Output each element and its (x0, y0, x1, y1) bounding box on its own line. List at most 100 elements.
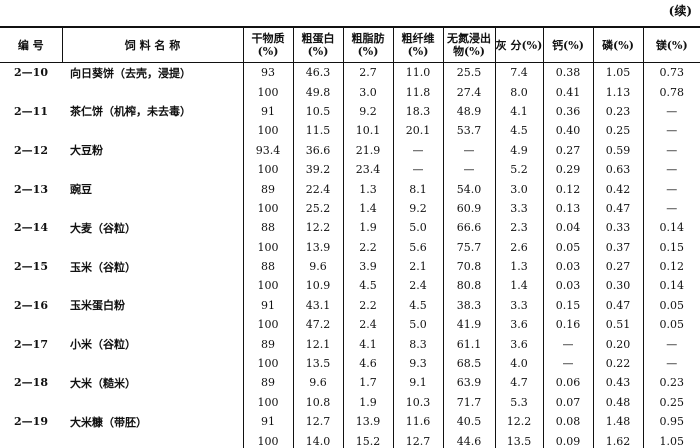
value-cell: 10.8 (292, 392, 343, 413)
feed-id: 2—18 (14, 376, 48, 390)
value-cell: 14.0 (292, 431, 343, 448)
value-cell: 0.29 (542, 159, 593, 180)
value-cell: 5.0 (392, 315, 443, 335)
value-cell: 0.13 (542, 198, 593, 219)
empty-cell (0, 393, 62, 412)
value-cell: 20.1 (392, 121, 443, 141)
value-cell: 49.8 (292, 82, 343, 102)
value-cell: 0.25 (642, 392, 700, 413)
value-cell: 12.2 (494, 412, 543, 432)
value-cell: 0.08 (542, 412, 593, 432)
value-cell: 1.48 (592, 412, 643, 432)
value-cell: 100 (242, 315, 293, 335)
empty-cell (62, 82, 243, 101)
value-cell: 100 (242, 159, 293, 180)
value-cell: 9.1 (392, 373, 443, 393)
value-cell: 0.05 (642, 315, 700, 335)
value-cell: 4.0 (494, 353, 543, 374)
value-cell: 8.1 (392, 179, 443, 199)
value-cell: — (542, 353, 593, 374)
value-cell: 44.6 (442, 431, 495, 448)
header-cell: 无氮浸出物(%) (442, 26, 495, 63)
value-cell: 43.1 (292, 295, 343, 316)
empty-cell (62, 199, 243, 218)
value-cell: 15.2 (342, 431, 393, 448)
value-cell: 9.2 (392, 198, 443, 219)
header-cell: 灰 分(%) (494, 26, 543, 63)
value-cell: — (642, 198, 700, 219)
data-row: 100 25.2 1.4 9.2 60.9 3.3 0.13 0.47— (0, 198, 700, 219)
value-cell: 2.4 (342, 315, 393, 335)
feed-name: 大豆粉 (70, 144, 103, 158)
value-cell: 3.0 (494, 179, 543, 199)
value-cell: 89 (242, 334, 293, 354)
value-cell: 2.7 (342, 62, 393, 83)
data-row: 2—17 小米（谷粒） 89 12.1 4.1 8.3 61.1 3.6—0.20— (0, 334, 700, 354)
value-cell: 1.05 (592, 62, 643, 83)
value-cell: — (392, 159, 443, 180)
value-cell: 80.8 (442, 276, 495, 296)
value-cell: 0.47 (592, 295, 643, 316)
header-row: 编 号饲 料 名 称干物质(%) 粗蛋白(%) 粗脂肪(%) 粗纤维(%) 无氮浸出物(… (0, 26, 700, 63)
header-cell: 镁(%) (642, 26, 700, 63)
value-cell: 88 (242, 218, 293, 238)
value-cell: 100 (242, 276, 293, 296)
value-cell: 10.3 (392, 392, 443, 413)
value-cell: 22.4 (292, 179, 343, 199)
value-cell: 2.2 (342, 295, 393, 316)
feed-id: 2—12 (14, 143, 48, 157)
value-cell: 0.16 (542, 315, 593, 335)
feed-name: 向日葵饼（去壳，浸提） (70, 66, 191, 80)
header-cell: 粗纤维(%) (392, 26, 443, 63)
value-cell: 0.25 (592, 121, 643, 141)
value-cell: 8.3 (392, 334, 443, 354)
value-cell: 1.9 (342, 218, 393, 238)
feed-name: 大麦（谷粒） (70, 221, 136, 235)
data-row: 100 10.8 1.9 10.3 71.7 5.3 0.07 0.48 0.25 (0, 392, 700, 413)
value-cell: — (542, 334, 593, 354)
value-cell: 0.15 (542, 295, 593, 316)
value-cell: 1.3 (342, 179, 393, 199)
value-cell: 9.2 (342, 101, 393, 122)
value-cell: 1.62 (592, 431, 643, 448)
data-row: 2—14 大麦（谷粒） 88 12.2 1.9 5.0 66.6 2.3 0.04 0.33 0.1… (0, 218, 700, 238)
value-cell: 3.3 (494, 295, 543, 316)
empty-cell (62, 315, 243, 334)
value-cell: 38.3 (442, 295, 495, 316)
value-cell: — (642, 101, 700, 122)
feed-id: 2—14 (14, 221, 48, 235)
value-cell: 5.3 (494, 392, 543, 413)
data-row: 100 10.9 4.5 2.4 80.8 1.4 0.03 0.30 0.14 (0, 276, 700, 296)
value-cell: 0.23 (642, 373, 700, 393)
value-cell: 0.09 (542, 431, 593, 448)
value-cell: — (442, 140, 495, 160)
value-cell: 9.6 (292, 373, 343, 393)
feed-id: 2—17 (14, 337, 48, 351)
value-cell: 3.3 (494, 198, 543, 219)
value-cell: — (642, 334, 700, 354)
value-cell: 93.4 (242, 140, 293, 160)
empty-cell (0, 431, 62, 448)
value-cell: 0.63 (592, 159, 643, 180)
value-cell: 13.5 (494, 431, 543, 448)
header-cell: 编 号 (0, 26, 62, 63)
value-cell: 0.78 (642, 82, 700, 102)
empty-cell (0, 199, 62, 218)
value-cell: 13.9 (292, 237, 343, 257)
value-cell: 5.2 (494, 159, 543, 180)
value-cell: 0.42 (592, 179, 643, 199)
value-cell: 0.48 (592, 392, 643, 413)
empty-cell (62, 238, 243, 257)
empty-cell (62, 354, 243, 373)
value-cell: 10.1 (342, 121, 393, 141)
data-row: 100 13.9 2.2 5.6 75.7 2.6 0.05 0.37 0.15 (0, 237, 700, 257)
empty-cell (0, 238, 62, 257)
value-cell: 0.38 (542, 62, 593, 83)
data-row: 2—13 豌豆 89 22.4 1.3 8.1 54.0 3.0 0.12 0.42— (0, 179, 700, 199)
value-cell: 18.3 (392, 101, 443, 122)
value-cell: 2.3 (494, 218, 543, 238)
feed-name: 豌豆 (70, 183, 92, 197)
value-cell: 0.23 (592, 101, 643, 122)
value-cell: — (642, 179, 700, 199)
